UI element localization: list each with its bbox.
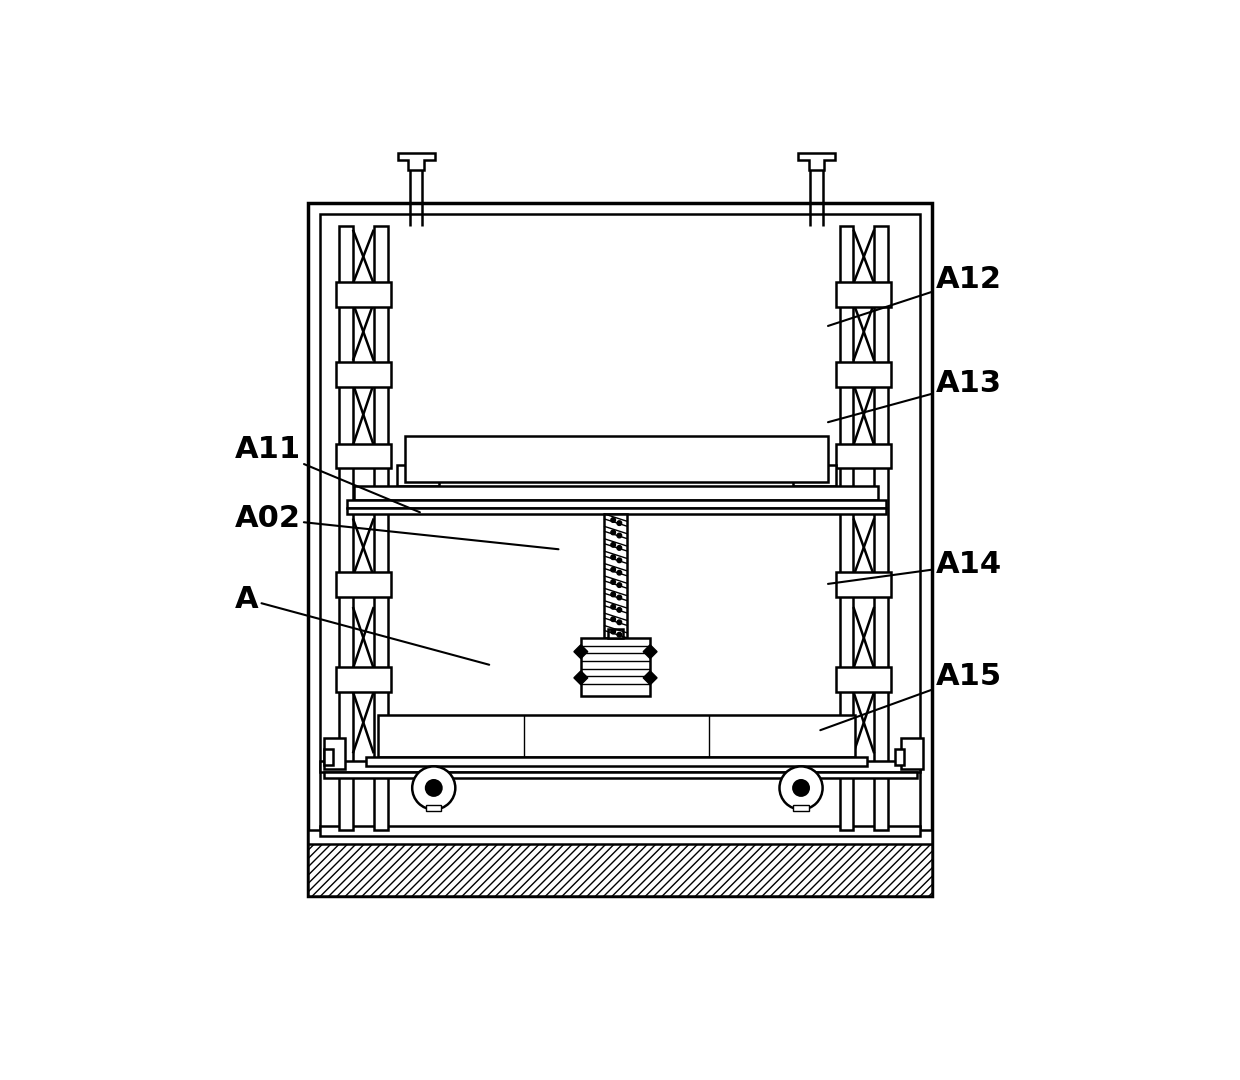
Polygon shape (644, 671, 657, 685)
Bar (336, 444, 392, 469)
Circle shape (618, 545, 621, 550)
Circle shape (618, 534, 621, 538)
Text: A11: A11 (236, 434, 420, 512)
Circle shape (611, 517, 615, 523)
Circle shape (611, 530, 615, 535)
Bar (839, 226, 853, 831)
Circle shape (618, 521, 621, 525)
Bar (895, 750, 904, 765)
Bar (336, 667, 392, 691)
Bar (397, 464, 439, 486)
Circle shape (611, 605, 615, 609)
Bar (604, 514, 627, 638)
Text: A12: A12 (828, 266, 1002, 326)
Bar (324, 750, 332, 765)
Bar (836, 444, 892, 469)
Text: A02: A02 (236, 504, 558, 550)
Polygon shape (799, 152, 835, 170)
Bar (836, 572, 892, 597)
Text: A: A (236, 584, 490, 665)
Bar (309, 203, 932, 895)
Polygon shape (644, 645, 657, 659)
Circle shape (412, 767, 455, 810)
Circle shape (618, 570, 621, 575)
Bar (320, 214, 920, 885)
Polygon shape (398, 152, 434, 170)
Circle shape (618, 633, 621, 637)
Circle shape (611, 617, 615, 621)
Bar (608, 629, 624, 638)
Bar (320, 826, 920, 836)
Circle shape (618, 558, 621, 563)
Bar (347, 500, 885, 508)
Bar (324, 738, 345, 769)
Circle shape (618, 583, 621, 588)
Circle shape (611, 630, 615, 634)
Circle shape (618, 620, 621, 624)
Bar (355, 486, 878, 500)
Bar (309, 841, 932, 895)
Bar (336, 572, 392, 597)
Circle shape (618, 608, 621, 612)
Bar (373, 226, 388, 831)
Circle shape (794, 780, 808, 796)
Bar (836, 667, 892, 691)
Polygon shape (574, 645, 588, 659)
Bar (874, 226, 888, 831)
Text: A13: A13 (828, 369, 1002, 422)
Bar (794, 805, 808, 811)
Bar (324, 772, 916, 778)
Bar (347, 508, 885, 514)
Bar (366, 757, 867, 767)
Circle shape (611, 580, 615, 584)
Bar (320, 761, 920, 772)
Bar (309, 831, 932, 845)
Text: A15: A15 (821, 662, 1002, 730)
Circle shape (611, 567, 615, 572)
Circle shape (427, 780, 441, 796)
Bar (377, 715, 854, 757)
Bar (339, 226, 353, 831)
Bar (836, 362, 892, 387)
Bar (427, 805, 441, 811)
Bar (404, 436, 828, 483)
Text: A14: A14 (828, 550, 1002, 584)
Polygon shape (574, 671, 588, 685)
Circle shape (618, 595, 621, 599)
Bar (336, 282, 392, 307)
Circle shape (780, 767, 822, 810)
Bar (794, 464, 836, 486)
Bar (901, 738, 923, 769)
Bar (836, 282, 892, 307)
Circle shape (611, 592, 615, 597)
Circle shape (611, 542, 615, 548)
Circle shape (611, 555, 615, 559)
Bar (580, 638, 650, 696)
Bar (336, 362, 392, 387)
